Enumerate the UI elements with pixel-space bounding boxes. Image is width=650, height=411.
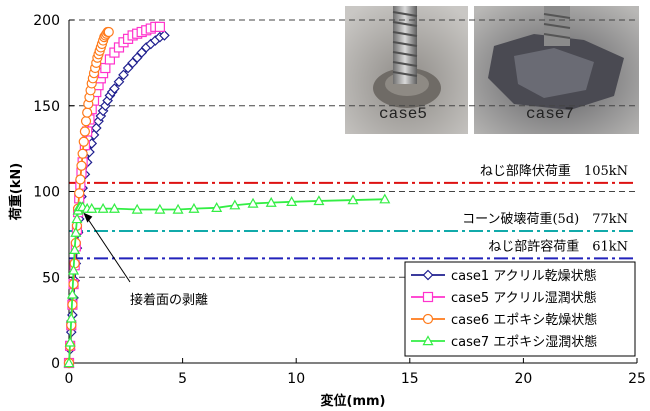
y-tick-label-0: 0 [51,356,60,372]
photo-label-case5: case5 [379,105,428,123]
series-3-point-16 [82,107,93,118]
x-tick-label-5: 5 [178,371,187,387]
series-4-point-16 [131,203,143,214]
series-4-point-25 [313,195,325,206]
series-3-point-15 [80,116,92,127]
series-4-point-13 [86,202,98,213]
series-3-point-9 [74,188,85,199]
photo-case5: case5 [345,6,468,134]
photo-case7: case7 [474,6,639,134]
series-4-point-14 [97,202,109,213]
series-4-point-27 [379,193,391,204]
series-4-point-4 [68,264,80,275]
legend-swatch-marker-3 [422,313,434,325]
series-4-point-17 [154,203,166,214]
photo-label-case7: case7 [526,105,575,123]
y-tick-label-100: 100 [33,185,60,201]
series-4-point-19 [188,202,200,213]
series-3-point-35 [103,26,114,38]
reference-label-0: ねじ部降伏荷重 105kN [480,163,628,179]
series-4-point-6 [70,226,82,237]
series-4-point-18 [172,203,184,214]
series-3-point-12 [77,148,88,159]
series-4-point-15 [108,202,120,213]
legend-label-2: case5 アクリル湿潤状態 [451,290,597,306]
legend-swatch-marker-4 [422,335,434,346]
series-4-point-24 [286,196,298,206]
reference-lines: ねじ部降伏荷重 105kN コーン破壊荷重(5d) 77kN ねじ部許容荷重 61k… [69,163,637,260]
legend: case1 アクリル乾燥状態 case5 アクリル湿潤状態 case6 エポキシ乾燥… [404,261,636,357]
x-tick-label-15: 15 [401,371,419,387]
series-line-4 [68,198,385,364]
series-4-point-3 [66,288,78,299]
grid-layer: 0 5 10 15 20 25 0 50 100 150 200 変位(mm) 荷重(kN) [8,13,646,409]
legend-swatch-marker-1 [422,269,434,281]
legend-label-4: case7 エポキシ湿潤状態 [451,334,597,350]
series-4-point-1 [64,336,76,347]
series-1-point-26 [109,83,120,94]
annotation-arrow [85,216,131,283]
x-tick-label-25: 25 [628,371,646,387]
legend-swatch-marker-2 [422,291,434,303]
series-4-point-23 [265,196,277,207]
series-4 [63,193,391,368]
reference-label-2: ねじ部許容荷重 61kN [488,238,628,254]
x-tick-label-0: 0 [65,371,74,387]
y-tick-label-200: 200 [33,13,60,29]
series-3-point-13 [78,136,89,147]
series-4-point-5 [69,244,81,255]
series-3-point-14 [79,126,91,137]
x-tick-label-20: 20 [514,371,532,387]
series-1-point-27 [113,76,125,88]
series-3-point-10 [75,174,86,185]
y-axis-label: 荷重(kN) [8,163,24,221]
series-4-point-22 [247,197,259,208]
photo-case7-image [474,6,639,134]
y-tick-label-50: 50 [42,270,60,286]
legend-label-3: case6 エポキシ乾燥状態 [451,312,597,328]
reference-label-1: コーン破壊荷重(5d) 77kN [462,211,628,227]
annotation-arrowhead [83,212,93,223]
series-3-point-11 [76,160,87,171]
y-tick-label-150: 150 [33,99,60,115]
series-4-point-21 [229,199,241,210]
series-4-point-0 [63,357,75,368]
series-4-point-20 [211,202,223,212]
series-2-point-34 [154,21,165,32]
series-2-point-22 [100,62,111,74]
annotation-label: 接着面の剥離 [130,292,208,308]
series-1-point-37 [159,30,170,41]
annotation-layer: 接着面の剥離 [83,212,208,308]
series-1-point-28 [118,69,129,81]
x-axis-label: 変位(mm) [321,393,386,409]
series-4-point-26 [347,194,359,205]
x-tick-label-10: 10 [287,371,305,387]
series-4-point-2 [65,312,77,323]
series-4-point-7 [71,213,83,224]
legend-label-1: case1 アクリル乾燥状態 [451,268,597,284]
photo-case5-image [345,6,468,134]
series-layer [63,21,391,369]
